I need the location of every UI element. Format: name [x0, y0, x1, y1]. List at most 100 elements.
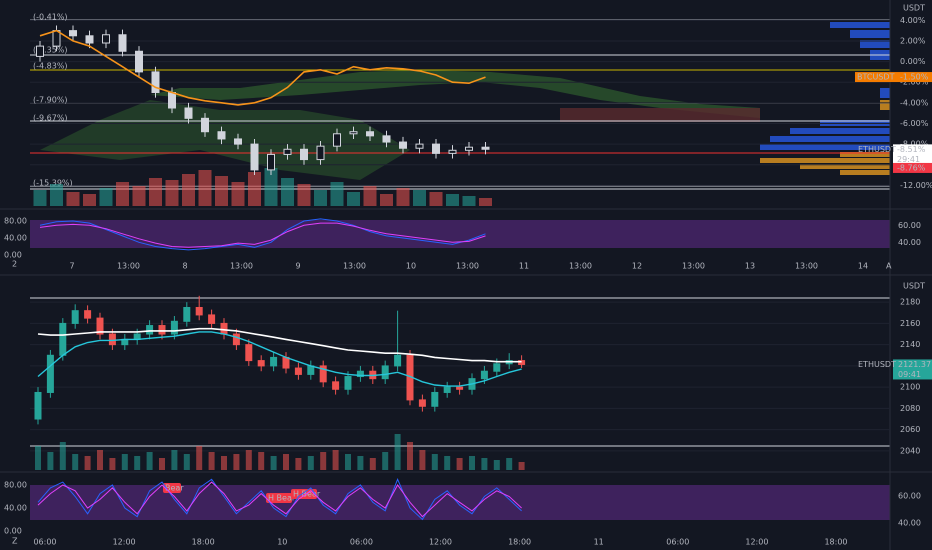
volume-bar [134, 456, 141, 470]
candle-body [456, 386, 464, 390]
volume-bar [518, 462, 525, 470]
y-tick-label: -12.00% [900, 181, 932, 190]
volume-bar [281, 178, 294, 206]
rsi-line [37, 477, 522, 521]
candle-body [84, 310, 92, 319]
volume-bar [314, 190, 327, 206]
price-tag [893, 144, 932, 165]
volume-bar [394, 434, 401, 470]
volume-bar [456, 458, 463, 470]
y-tick-label: -4.00% [900, 98, 929, 107]
time-label: 13:00 [682, 262, 705, 271]
candle-body [201, 117, 209, 133]
volume-bar [462, 196, 476, 206]
candle-body [349, 131, 358, 135]
candle-body [319, 365, 327, 383]
volume-bar [109, 458, 116, 470]
volume-bar [357, 456, 364, 470]
time-label: 13:00 [230, 262, 253, 271]
time-label: 13:00 [456, 262, 479, 271]
volume-bar [59, 442, 66, 470]
y-tick-label: 0.00% [900, 57, 926, 66]
candle-body [481, 146, 490, 150]
volume-bar [47, 452, 54, 470]
candle-body [170, 320, 178, 335]
volume-bar [33, 190, 47, 206]
axis-unit: USDT [903, 4, 925, 13]
level-label: (-7.90%) [33, 96, 68, 105]
volume-bar [413, 190, 426, 206]
rsi-tick-label: 0.00 [4, 251, 22, 260]
volume-bar [307, 456, 314, 470]
volume-bar [121, 454, 128, 470]
candle-body [59, 322, 67, 356]
volume-bar [245, 450, 252, 470]
time-label: 13:00 [569, 262, 592, 271]
volume-bar [66, 192, 80, 206]
candle-body [257, 360, 265, 367]
time-label: 9 [295, 262, 300, 271]
time-label: 18:00 [824, 538, 847, 547]
candle-body [270, 356, 278, 367]
volume-bar [215, 176, 228, 206]
time-label: 06:00 [666, 538, 689, 547]
volume-bar [99, 188, 113, 206]
rsi-tick-label: 40.00 [898, 518, 921, 527]
candle-body [493, 363, 501, 372]
volume-bar [264, 168, 278, 206]
volume-bar [208, 452, 215, 470]
volume-bar [479, 198, 492, 206]
candle-body [418, 399, 426, 407]
y-tick-label: 2.00% [900, 36, 926, 45]
volume-bar [35, 446, 41, 470]
candle-body [480, 370, 488, 380]
y-tick-label: 2100 [900, 383, 920, 392]
time-label: 10 [277, 538, 287, 547]
candle-body [465, 146, 473, 151]
volume-bar [380, 194, 393, 206]
volume-bar [345, 454, 351, 470]
candle-body [431, 391, 439, 407]
y-tick-label: 4.00% [900, 16, 926, 25]
y-tick-label: 2080 [900, 404, 920, 413]
price-tag-name: ETHUSDT [858, 145, 896, 154]
volume-bar [183, 454, 190, 470]
candle-body [283, 148, 292, 155]
y-tick-label: -2.00% [900, 78, 929, 87]
candle-body [208, 314, 216, 324]
candle-body [217, 131, 226, 140]
candle-body [71, 310, 79, 324]
countdown: 29:41 [897, 155, 920, 164]
rsi-tick-label: 60.00 [898, 492, 921, 501]
candle-body [300, 148, 308, 161]
candle-body [184, 107, 193, 119]
y-tick-label: 2060 [900, 425, 920, 434]
candle-body [432, 143, 440, 154]
time-label: 06:00 [33, 538, 56, 547]
volume-bar [196, 446, 203, 470]
btc-line [39, 29, 486, 106]
rsi-line [39, 222, 486, 248]
candle-body [448, 149, 457, 154]
candle-body [394, 354, 402, 367]
volume-bar [132, 186, 146, 206]
volume-bar [83, 194, 96, 206]
scale-mode[interactable]: A [886, 262, 892, 271]
volume-bar [50, 184, 63, 206]
candle-body [34, 391, 42, 420]
candle-body [108, 333, 116, 346]
volume-bar [72, 454, 79, 470]
time-label: 13:00 [117, 262, 140, 271]
candle-body [183, 306, 191, 322]
rsi-tick-label: 0.00 [4, 527, 22, 536]
volume-bar [116, 182, 129, 206]
price-tag-value: -8.51% [897, 145, 926, 154]
level-label: (-4.83%) [33, 62, 68, 71]
candle-body [151, 71, 160, 94]
volume-bar [165, 180, 179, 206]
time-label: 10 [406, 262, 416, 271]
volume-bar [149, 178, 162, 206]
candle-body [234, 138, 242, 145]
volume-bar [146, 452, 153, 470]
